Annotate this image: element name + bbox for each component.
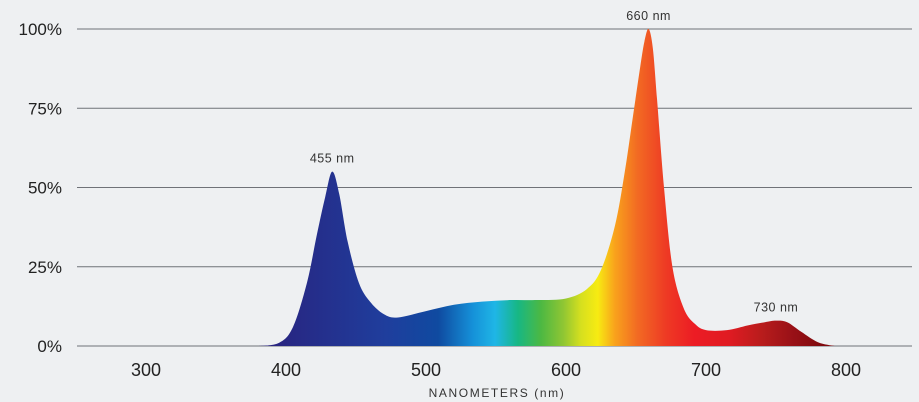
x-axis-ticks: 300 400 500 600 700 800 <box>131 360 861 380</box>
x-axis-label: NANOMETERS (nm) <box>429 386 566 400</box>
grid-lines <box>77 28 912 347</box>
x-tick-label-800: 800 <box>831 360 861 380</box>
peak-annotations: 455 nm 660 nm 730 nm <box>310 9 799 315</box>
x-tick-label-600: 600 <box>551 360 581 380</box>
spectrum-area-group <box>258 28 835 346</box>
x-tick-label-400: 400 <box>271 360 301 380</box>
y-tick-label-0: 0% <box>37 337 62 356</box>
y-tick-label-100: 100% <box>19 20 62 39</box>
y-axis-ticks: 0% 25% 50% 75% 100% <box>19 20 62 356</box>
y-tick-label-75: 75% <box>28 99 62 118</box>
peak-label-2: 730 nm <box>754 301 799 315</box>
y-tick-label-50: 50% <box>28 179 62 198</box>
x-tick-label-500: 500 <box>411 360 441 380</box>
spectrum-area <box>258 28 835 346</box>
x-tick-label-300: 300 <box>131 360 161 380</box>
peak-label-0: 455 nm <box>310 152 355 166</box>
peak-label-1: 660 nm <box>626 9 671 23</box>
y-tick-label-25: 25% <box>28 258 62 277</box>
x-tick-label-700: 700 <box>691 360 721 380</box>
